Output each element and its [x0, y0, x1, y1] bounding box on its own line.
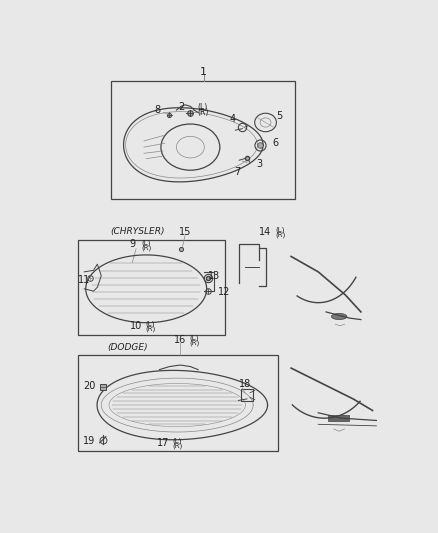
Text: (CHRYSLER): (CHRYSLER) [110, 227, 165, 236]
Text: (R): (R) [141, 245, 151, 251]
Text: 9: 9 [129, 239, 135, 249]
Text: (R): (R) [275, 232, 286, 238]
Text: (L): (L) [198, 102, 208, 111]
Text: 1: 1 [200, 67, 207, 77]
Text: (L): (L) [190, 334, 199, 341]
Bar [78, 355, 278, 451]
Text: 19: 19 [83, 436, 95, 446]
Text: (L): (L) [276, 227, 285, 233]
Text: 8: 8 [155, 105, 161, 115]
Text: 12: 12 [218, 287, 230, 297]
Text: 14: 14 [259, 227, 272, 237]
Text: 5: 5 [276, 111, 283, 122]
Text: (R): (R) [172, 442, 182, 449]
Text: 17: 17 [157, 438, 170, 448]
Text: 6: 6 [272, 138, 279, 148]
Text: 18: 18 [239, 378, 251, 389]
Text: (L): (L) [173, 437, 182, 444]
Bar [328, 415, 349, 421]
Text: (DODGE): (DODGE) [107, 343, 148, 352]
Text: (R): (R) [197, 108, 208, 117]
Text: 11: 11 [78, 276, 90, 285]
Text: 20: 20 [83, 381, 96, 391]
Text: 16: 16 [174, 335, 187, 345]
Bar [78, 239, 225, 335]
Text: 7: 7 [234, 167, 241, 177]
Text: 13: 13 [208, 271, 220, 281]
Text: 10: 10 [130, 321, 142, 331]
Text: 2: 2 [179, 102, 185, 112]
Text: (R): (R) [145, 326, 155, 332]
Text: (R): (R) [189, 340, 199, 346]
Bar [110, 81, 295, 199]
Ellipse shape [332, 313, 347, 320]
Text: (L): (L) [141, 239, 151, 246]
Text: 15: 15 [179, 227, 191, 237]
Text: 3: 3 [256, 159, 262, 169]
Text: (L): (L) [145, 320, 155, 327]
Text: 4: 4 [230, 115, 236, 124]
